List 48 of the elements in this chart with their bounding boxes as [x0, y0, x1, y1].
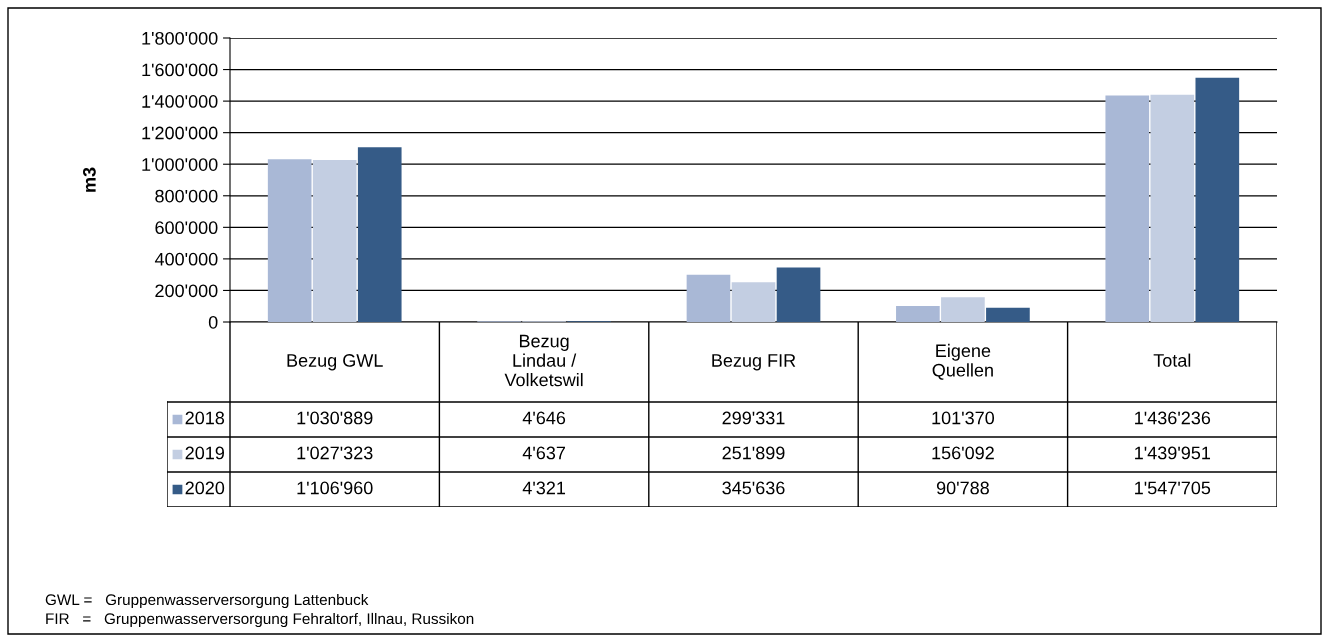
x-tick-label: Bezug GWL — [287, 354, 383, 371]
text: GWL = Gruppenwasserversorgung Lattenbuck — [45, 593, 369, 609]
bar — [896, 306, 940, 322]
bar — [986, 307, 1030, 322]
y-tick-label: 0 — [208, 315, 218, 329]
x-tick-label: Bezug Lindau / Volketswil — [504, 334, 583, 387]
bar — [357, 147, 402, 322]
y-axis-title: m3 — [82, 167, 96, 192]
data-label: 251'899 — [722, 446, 785, 460]
y-tick-label: 1'600'000 — [142, 63, 218, 77]
legend-label: 2019 — [185, 446, 225, 460]
data-label: 101'370 — [932, 411, 995, 425]
data-label: 1'030'889 — [297, 411, 373, 425]
y-tick-label: 400'000 — [154, 252, 218, 266]
x-tick-label: Eigene Quellen — [932, 343, 993, 380]
data-label: 1'547'705 — [1135, 481, 1211, 495]
data-label: 345'636 — [722, 481, 785, 495]
y-tick-label: 600'000 — [155, 221, 218, 235]
data-label: 1'436'236 — [1135, 411, 1211, 425]
bar — [686, 274, 731, 322]
data-label: 4'321 — [522, 481, 566, 495]
y-tick-label: 1'200'000 — [142, 126, 218, 140]
data-label: 1'439'951 — [1135, 446, 1211, 460]
bar — [1150, 94, 1195, 322]
y-tick-label: 200'000 — [155, 284, 218, 298]
y-tick-label: 800'000 — [155, 189, 218, 203]
bar — [941, 297, 985, 322]
legend-label: 2020 — [185, 481, 225, 495]
data-label: 4'646 — [522, 411, 566, 425]
data-label: 156'092 — [932, 446, 994, 460]
bar — [312, 159, 357, 322]
bar — [731, 282, 776, 322]
y-tick-label: 1'800'000 — [142, 31, 218, 45]
bar — [1105, 95, 1150, 322]
text: FIR = Gruppenwasserversorgung Fehraltorf, Illnau, Russikon — [46, 612, 474, 628]
bar — [1195, 77, 1240, 322]
x-tick-label: Total — [1153, 353, 1191, 367]
bar — [267, 159, 312, 322]
data-label: 1'106'960 — [297, 481, 373, 495]
bar — [776, 267, 821, 322]
x-tick-label: Bezug FIR — [712, 354, 796, 371]
legend-label: 2018 — [185, 411, 225, 425]
y-tick-label: 1'400'000 — [142, 95, 218, 108]
data-label: 90'788 — [936, 481, 989, 495]
data-label: 4'637 — [522, 446, 565, 460]
data-label: 299'331 — [722, 411, 785, 425]
data-label: 1'027'323 — [297, 446, 373, 460]
y-tick-label: 1'000'000 — [142, 158, 218, 171]
